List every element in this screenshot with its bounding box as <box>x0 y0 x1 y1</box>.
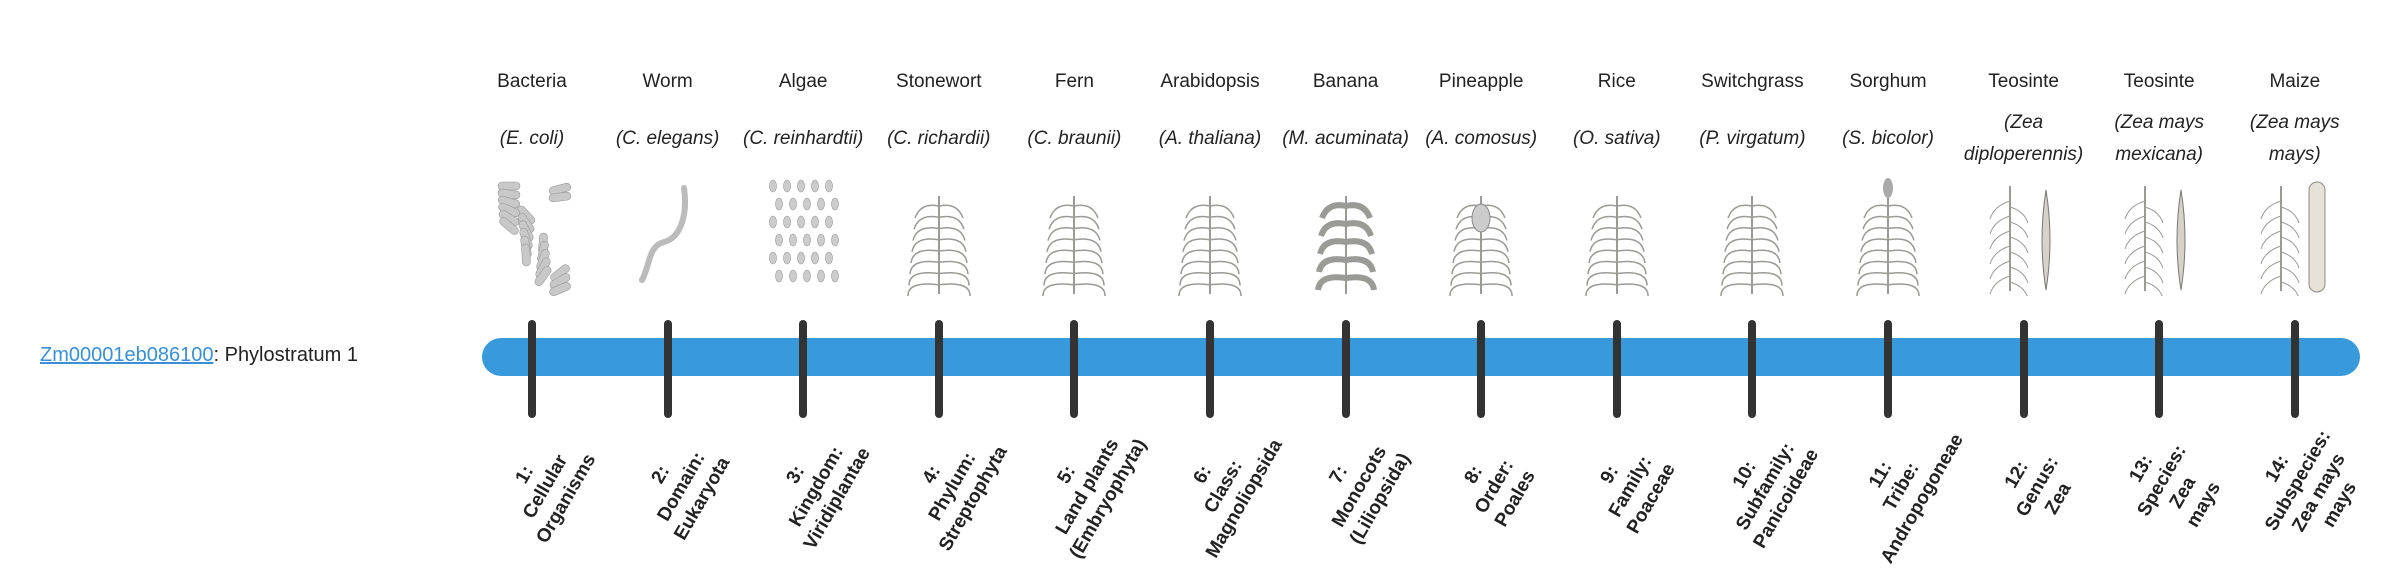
species-text: (O. sativa) <box>1572 128 1661 149</box>
pineapple-icon <box>1441 176 1521 297</box>
bacteria-icon <box>492 176 572 297</box>
species-name: (C. reinhardtii) <box>731 106 875 172</box>
teosinte-mexicana-icon <box>2119 176 2199 299</box>
stratum-rank-label: 12: Genus: Zea <box>1964 395 2111 578</box>
worm-icon <box>628 176 708 296</box>
species-text: (A. thaliana) <box>1158 128 1262 149</box>
stratum-rank-label: 8: Order: Poales <box>1422 395 1569 578</box>
stratum-rank-label: 11: Tribe: Andropogoneae <box>1828 395 1975 578</box>
common-name: Pineapple <box>1438 71 1524 92</box>
banana-icon <box>1306 176 1386 296</box>
common-name: Worm <box>642 71 693 92</box>
common-name: Banana <box>1312 71 1379 92</box>
species-text: (Zea mays mays) <box>2249 112 2340 165</box>
species-name: (E. coli) <box>460 106 604 172</box>
stratum-tick <box>1748 320 1757 418</box>
switchgrass-icon <box>1712 176 1792 297</box>
stratum-tick <box>2290 320 2299 418</box>
stratum-rank-label: 14: Subspecies: Zea mays mays <box>2225 389 2393 584</box>
gene-phylostratum-label: Zm00001eb086100: Phylostratum 1 <box>40 340 358 370</box>
stratum-rank-label: 3: Kingdom: Viridiplantae <box>744 395 891 578</box>
species-text: (S. bicolor) <box>1842 128 1934 149</box>
species-text: (A. comosus) <box>1425 128 1538 149</box>
species-name: (P. virgatum) <box>1680 106 1824 172</box>
stratum-tick <box>1477 320 1486 418</box>
fern-icon <box>1034 176 1114 297</box>
common-name: Arabidopsis <box>1160 71 1260 92</box>
species-text: (M. acuminata) <box>1282 128 1409 149</box>
algae-icon <box>763 176 843 296</box>
stratum-tick <box>663 320 672 418</box>
stratum-rank-label: 1: Cellular Organisms <box>472 395 619 578</box>
stratum-rank-label: 2: Domain: Eukaryota <box>608 395 755 578</box>
species-text: (P. virgatum) <box>1699 128 1806 149</box>
common-name: Rice <box>1597 71 1636 92</box>
common-name: Sorghum <box>1849 71 1927 92</box>
species-text: (C. richardii) <box>887 128 991 149</box>
phylostrata-timeline-bar <box>482 338 2360 376</box>
teosinte-icon <box>1984 176 2064 299</box>
species-text: (E. coli) <box>499 128 565 149</box>
species-name: (Zea mays mays) <box>2223 106 2367 172</box>
stratum-rank-label: 9: Family: Poaceae <box>1557 395 1704 578</box>
species-text: (C. braunii) <box>1027 128 1122 149</box>
stratum-rank-label: 5: Land plants (Embryophyta) <box>1015 395 1162 578</box>
common-name: Switchgrass <box>1701 71 1804 92</box>
species-name: (A. comosus) <box>1409 106 1553 172</box>
stratum-tick <box>1884 320 1892 418</box>
arabidopsis-icon <box>1170 176 1250 297</box>
common-name: Fern <box>1054 71 1094 92</box>
stratum-tick <box>934 320 943 418</box>
stratum-rank-label: 4: Phylum: Streptophyta <box>879 395 1026 578</box>
sorghum-icon <box>1848 176 1928 297</box>
common-name: Bacteria <box>497 71 567 92</box>
stratum-rank-label: 13: Species: Zea mays <box>2089 389 2257 584</box>
gene-id-link[interactable]: Zm00001eb086100 <box>40 344 214 366</box>
species-name: (M. acuminata) <box>1274 106 1418 172</box>
common-name: Teosinte <box>1988 71 2059 92</box>
stratum-rank-label: 10: Subfamily: Panicoideae <box>1693 395 1840 578</box>
stratum-tick <box>2019 320 2028 418</box>
common-name: Maize <box>2269 71 2321 92</box>
stratum-rank-label: 7: Monocots (Liliopsida) <box>1286 395 1433 578</box>
species-name: (A. thaliana) <box>1138 106 1282 172</box>
stratum-tick <box>799 320 808 418</box>
maize-icon <box>2255 176 2335 299</box>
stonewort-icon <box>899 176 979 297</box>
species-text: (C. reinhardtii) <box>743 128 864 149</box>
species-text: (Zea mays mexicana) <box>2114 112 2205 165</box>
species-name: (C. braunii) <box>1002 106 1146 172</box>
species-name: (S. bicolor) <box>1816 106 1960 172</box>
species-name: (Zea mays mexicana) <box>2087 106 2231 172</box>
species-name: (Zea diploperennis) <box>1952 106 2096 172</box>
common-name: Algae <box>778 71 828 92</box>
species-name: (O. sativa) <box>1545 106 1689 172</box>
stratum-tick <box>1070 320 1079 418</box>
rice-icon <box>1577 176 1657 297</box>
common-name: Stonewort <box>896 71 982 92</box>
species-name: (C. elegans) <box>596 106 740 172</box>
stratum-tick <box>2155 320 2164 418</box>
stratum-tick <box>528 320 536 418</box>
stratum-tick <box>1341 320 1350 418</box>
phylostratum-text: : Phylostratum 1 <box>213 344 358 366</box>
species-name: (C. richardii) <box>867 106 1011 172</box>
species-text: (Zea diploperennis) <box>1963 112 2084 165</box>
stratum-tick <box>1206 320 1214 418</box>
species-text: (C. elegans) <box>615 128 720 149</box>
stratum-tick <box>1612 320 1621 418</box>
common-name: Teosinte <box>2123 71 2195 92</box>
stratum-rank-label: 6: Class: Magnoliopsida <box>1150 395 1297 578</box>
